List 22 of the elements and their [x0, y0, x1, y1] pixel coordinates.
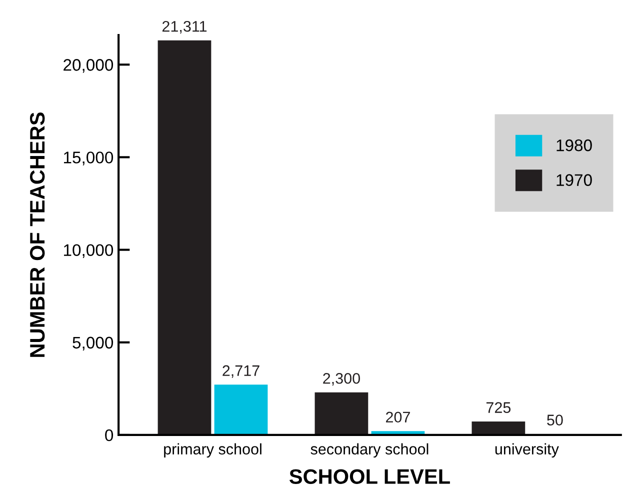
x-tick-label: primary school [164, 443, 262, 458]
data-label: 207 [386, 412, 410, 423]
data-label: 725 [486, 402, 511, 413]
legend-label: 1970 [556, 174, 592, 186]
data-label: 2,717 [222, 365, 260, 378]
y-tick-label: 10,000 [64, 244, 114, 258]
bar [314, 392, 368, 435]
y-tick-label: 5,000 [72, 336, 114, 351]
x-axis-title: SCHOOL LEVEL [289, 469, 450, 484]
y-tick-label: 0 [105, 429, 114, 442]
bar [472, 422, 526, 435]
bar [158, 40, 212, 435]
data-label: 21,311 [162, 20, 207, 34]
data-label: 50 [547, 414, 563, 426]
y-tick-label: 15,000 [64, 152, 114, 166]
x-tick-label: university [495, 443, 559, 458]
y-tick-label: 20,000 [64, 59, 114, 73]
y-axis-title: NUMBER OF TEACHERS [30, 112, 45, 357]
data-label: 2,300 [323, 372, 360, 386]
bar [214, 384, 268, 435]
legend-label: 1980 [556, 139, 592, 152]
x-tick-label: secondary school [310, 443, 428, 458]
